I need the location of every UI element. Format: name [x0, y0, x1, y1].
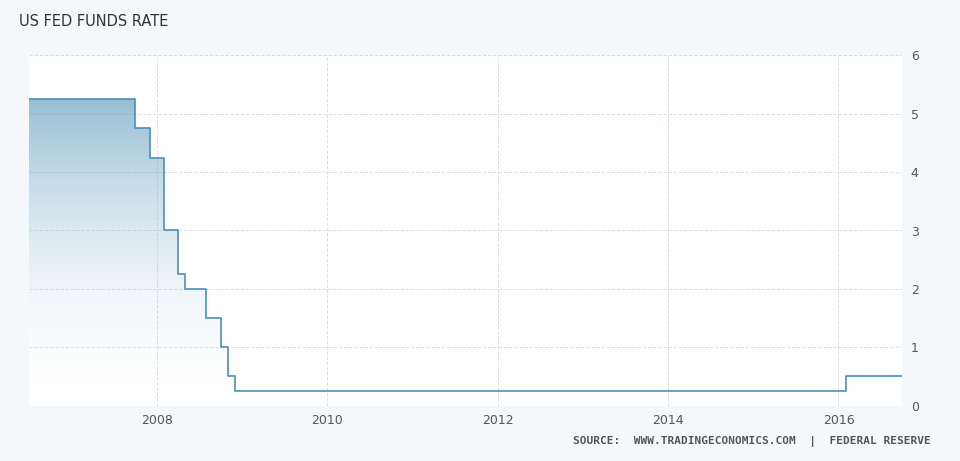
Text: US FED FUNDS RATE: US FED FUNDS RATE	[19, 14, 169, 29]
Text: SOURCE:  WWW.TRADINGECONOMICS.COM  |  FEDERAL RESERVE: SOURCE: WWW.TRADINGECONOMICS.COM | FEDER…	[573, 436, 931, 447]
